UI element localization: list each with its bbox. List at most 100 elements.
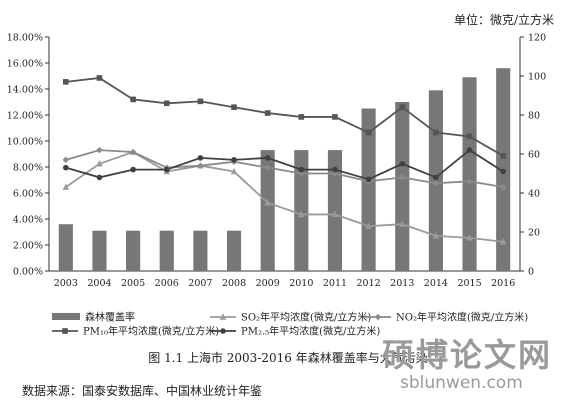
- x-tick-label: 2016: [491, 278, 515, 289]
- point-square: [96, 75, 103, 81]
- legend-label: NO₂年平均浓度(微克/立方米): [396, 311, 528, 324]
- x-tick-label: 2015: [457, 278, 481, 289]
- point-square: [433, 129, 439, 136]
- right-tick-label: 20: [528, 228, 540, 239]
- bar-forest-coverage: [462, 77, 477, 271]
- unit-label: 单位：微克/立方米: [453, 13, 554, 27]
- x-tick-label: 2004: [87, 278, 111, 289]
- point-square: [332, 114, 338, 120]
- legend-swatch-bar: [52, 313, 80, 320]
- x-tick-label: 2009: [256, 278, 280, 289]
- point-circle: [399, 160, 406, 167]
- point-square: [231, 104, 237, 110]
- watermark-logo: 硕博论文网: [382, 336, 553, 374]
- left-tick-label: 10.00%: [7, 137, 43, 148]
- point-circle: [264, 155, 271, 161]
- left-tick-label: 16.00%: [7, 59, 43, 70]
- legend-marker-circle: [220, 328, 226, 334]
- right-tick-label: 120: [528, 33, 546, 44]
- left-tick-label: 14.00%: [7, 85, 43, 96]
- left-tick-label: 6.00%: [13, 189, 43, 200]
- data-source: 数据来源：国泰安数据库、中国林业统计年鉴: [22, 384, 263, 398]
- right-tick-label: 0: [528, 267, 534, 278]
- point-circle: [63, 164, 69, 171]
- legend-label: SO₂年平均浓度(微克/立方米): [241, 311, 371, 324]
- point-circle: [433, 174, 439, 181]
- point-square: [264, 110, 271, 116]
- left-tick-label: 8.00%: [13, 163, 43, 174]
- right-tick-label: 100: [528, 72, 546, 83]
- point-triangle: [264, 199, 271, 206]
- left-tick-label: 18.00%: [7, 33, 43, 44]
- point-square: [130, 96, 136, 103]
- point-triangle: [230, 167, 238, 175]
- point-circle: [466, 147, 473, 153]
- point-diamond: [129, 148, 137, 156]
- point-triangle: [499, 238, 507, 245]
- right-tick-label: 40: [528, 189, 540, 200]
- point-triangle: [96, 160, 103, 167]
- bar-forest-coverage: [58, 224, 73, 271]
- point-circle: [231, 157, 237, 163]
- point-square: [197, 98, 204, 105]
- point-triangle: [432, 232, 440, 239]
- point-circle: [197, 155, 204, 161]
- chart: 0.00% 2.00% 4.00% 6.00% 8.00% 10.00% 12.00% 14.…: [7, 33, 546, 338]
- bar-forest-coverage: [193, 230, 208, 271]
- point-triangle: [466, 234, 473, 241]
- bar-forest-coverage: [294, 150, 309, 271]
- x-tick-label: 2012: [357, 278, 381, 289]
- point-circle: [500, 168, 506, 175]
- series-line-circle: [65, 148, 504, 181]
- point-triangle: [365, 222, 372, 229]
- left-tick-label: 2.00%: [13, 241, 43, 252]
- watermark-url: sblunwen.com: [400, 373, 523, 393]
- point-triangle: [298, 210, 305, 218]
- x-tick-label: 2003: [54, 278, 78, 289]
- legend-label: 森林覆盖率: [85, 311, 135, 324]
- point-square: [500, 153, 506, 159]
- point-triangle: [399, 220, 406, 227]
- legend-label: PM₁₀年平均浓度(微克/立方米): [83, 325, 219, 338]
- left-tick-label: 12.00%: [7, 111, 43, 122]
- legend-marker-square: [62, 328, 68, 334]
- point-diamond: [331, 170, 339, 177]
- bar-forest-coverage: [159, 230, 174, 271]
- left-tick-label: 0.00%: [13, 267, 43, 278]
- point-diamond: [499, 183, 507, 191]
- bar-forest-coverage: [327, 150, 343, 271]
- legend-marker-triangle: [219, 313, 227, 320]
- bar-forest-coverage: [260, 150, 275, 271]
- point-circle: [298, 166, 305, 173]
- point-triangle: [331, 210, 339, 218]
- point-square: [63, 79, 69, 85]
- point-circle: [96, 174, 103, 181]
- point-circle: [365, 176, 372, 183]
- right-tick-label: 60: [528, 150, 540, 161]
- left-tick-label: 4.00%: [13, 215, 43, 226]
- legend-label: PM₂.₅年平均浓度(微克/立方米): [241, 325, 380, 338]
- point-square: [163, 100, 170, 107]
- point-diamond: [298, 170, 305, 177]
- series-line-square: [65, 77, 504, 157]
- x-tick-label: 2010: [289, 278, 313, 289]
- point-diamond: [264, 164, 271, 171]
- bar-forest-coverage: [395, 102, 410, 271]
- point-diamond: [197, 162, 204, 169]
- point-triangle: [62, 183, 70, 190]
- point-diamond: [432, 180, 440, 187]
- bar-forest-coverage: [226, 230, 242, 271]
- point-circle: [163, 166, 170, 173]
- figure-caption: 图 1.1 上海市 2003-2016 年森林覆盖率与大气污染: [148, 351, 428, 365]
- point-diamond: [466, 178, 473, 185]
- right-tick-label: 80: [528, 111, 540, 122]
- point-square: [399, 104, 406, 110]
- bar-forest-coverage: [126, 230, 141, 271]
- point-square: [365, 129, 372, 136]
- x-tick-label: 2006: [155, 278, 179, 289]
- x-tick-label: 2011: [323, 278, 347, 289]
- point-diamond: [62, 156, 70, 164]
- point-square: [466, 133, 473, 140]
- bar-forest-coverage: [92, 230, 107, 271]
- point-circle: [130, 166, 136, 173]
